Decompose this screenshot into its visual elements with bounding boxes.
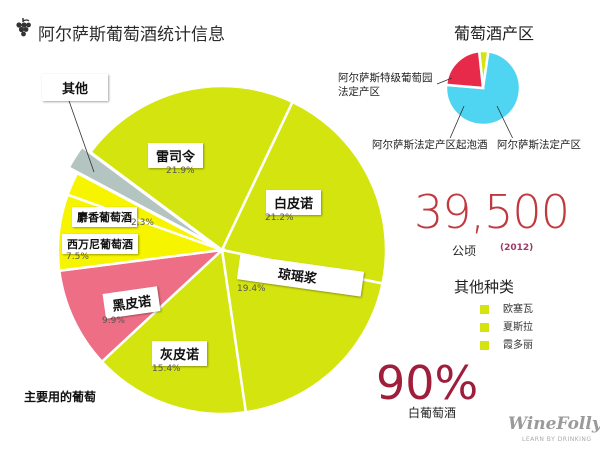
slice-label-pinot-blanc: 白皮诺	[266, 190, 322, 215]
region-slice-cremant	[444, 49, 485, 90]
pie-slice-other	[67, 145, 215, 246]
slice-label-pinot-gris: 灰皮诺	[152, 341, 208, 366]
slice-value-pinot-blanc-2: 21.2%	[265, 213, 294, 223]
legend-item-chasselas: 夏斯拉	[480, 318, 533, 333]
grape-icon	[16, 18, 31, 37]
vineyard-area-year: (2012)	[500, 243, 534, 253]
slice-label-muscat: 麝香葡萄酒	[72, 207, 137, 227]
legend-swatch	[480, 322, 489, 332]
legend-label: 霞多丽	[503, 340, 533, 351]
leader-line	[447, 105, 465, 144]
slice-label-other: 其他	[42, 74, 109, 101]
leader-line	[436, 77, 453, 85]
leader-line	[496, 105, 516, 144]
slice-label-sylvaner: 西万尼葡萄酒	[62, 234, 138, 254]
slice-value-pinot-gris: 15.4%	[152, 364, 181, 374]
region-label-aoc: 阿尔萨斯法定产区	[497, 138, 581, 152]
slice-value-sylvaner: 7.5%	[66, 252, 89, 262]
winefolly-tagline: LEARN BY DRINKING	[522, 436, 592, 443]
legend-item-auxerrois: 欧塞瓦	[480, 300, 533, 315]
legend-swatch	[480, 304, 489, 314]
region-pie-title: 葡萄酒产区	[454, 24, 535, 43]
vineyard-area-value: 39,500	[414, 185, 570, 239]
main-grapes-caption: 主要用的葡萄	[24, 390, 97, 404]
leader-line	[67, 97, 95, 173]
region-label-grand-cru: 阿尔萨斯特级葡萄园法定产区	[338, 71, 434, 99]
pie-slice-riesling	[88, 84, 295, 252]
legend-label: 欧塞瓦	[503, 304, 533, 315]
slice-value-muscat: 2.3%	[131, 218, 154, 228]
legend-item-chardonnay: 霞多丽	[480, 336, 533, 351]
legend-label: 夏斯拉	[503, 322, 533, 333]
white-wine-share-label: 白葡萄酒	[408, 406, 457, 420]
pie-slice-pinot-gris	[100, 247, 248, 416]
slice-value-riesling: 21.9%	[166, 166, 195, 176]
other-varieties-title: 其他种类	[454, 278, 515, 296]
pie-slice-muscat	[66, 171, 223, 252]
winefolly-logo: WineFolly	[508, 414, 600, 434]
slice-value-pinot-noir: 9.9%	[102, 316, 125, 326]
page-title: 阿尔萨斯葡萄酒统计信息	[38, 25, 225, 45]
slice-label-riesling: 雷司令	[148, 143, 204, 168]
region-label-cremant: 阿尔萨斯法定产区起泡酒	[372, 138, 488, 152]
slice-value-gewurztraminer: 19.4%	[237, 284, 266, 294]
white-wine-share-value: 90%	[376, 356, 479, 410]
legend-swatch	[480, 340, 489, 350]
vineyard-area-unit: 公顷	[452, 244, 477, 258]
